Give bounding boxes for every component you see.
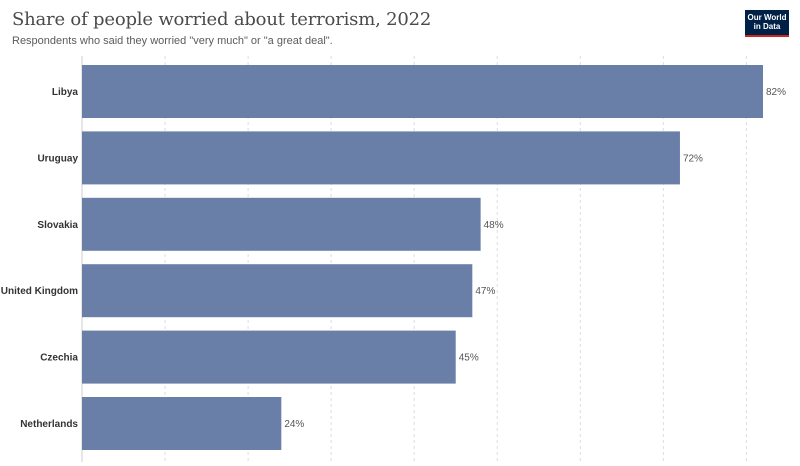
bars-group	[82, 65, 763, 450]
category-label-uruguay: Uruguay	[37, 153, 78, 164]
value-label-uruguay: 72%	[683, 153, 703, 164]
bar-netherlands[interactable]	[82, 397, 282, 450]
category-labels: Libya Uruguay Slovakia United Kingdom Czechi…	[1, 87, 79, 430]
bar-czechia[interactable]	[82, 330, 456, 384]
value-labels: 82% 72% 48% 47% 45% 24%	[284, 87, 786, 430]
logo-text-line-2: in Data	[753, 22, 781, 31]
bar-slovakia[interactable]	[82, 197, 481, 251]
value-label-united-kingdom: 47%	[475, 286, 495, 297]
category-label-libya: Libya	[52, 87, 79, 98]
owid-logo[interactable]: Our World in Data	[745, 10, 789, 37]
chart-title: Share of people worried about terrorism,…	[12, 9, 432, 30]
bar-libya[interactable]	[82, 65, 763, 118]
value-label-libya: 82%	[766, 87, 786, 98]
category-label-czechia: Czechia	[40, 353, 78, 364]
logo-accent-bar	[745, 35, 789, 37]
gridlines	[164, 56, 747, 462]
value-label-czechia: 45%	[459, 353, 479, 364]
chart-subtitle: Respondents who said they worried "very …	[12, 35, 333, 47]
category-label-slovakia: Slovakia	[37, 220, 78, 231]
logo-text-line-1: Our World	[747, 13, 787, 22]
value-label-slovakia: 48%	[484, 220, 504, 231]
bar-united-kingdom[interactable]	[82, 264, 473, 318]
bar-uruguay[interactable]	[82, 131, 680, 185]
category-label-united-kingdom: United Kingdom	[1, 286, 78, 297]
category-label-netherlands: Netherlands	[20, 419, 78, 430]
value-label-netherlands: 24%	[284, 419, 304, 430]
